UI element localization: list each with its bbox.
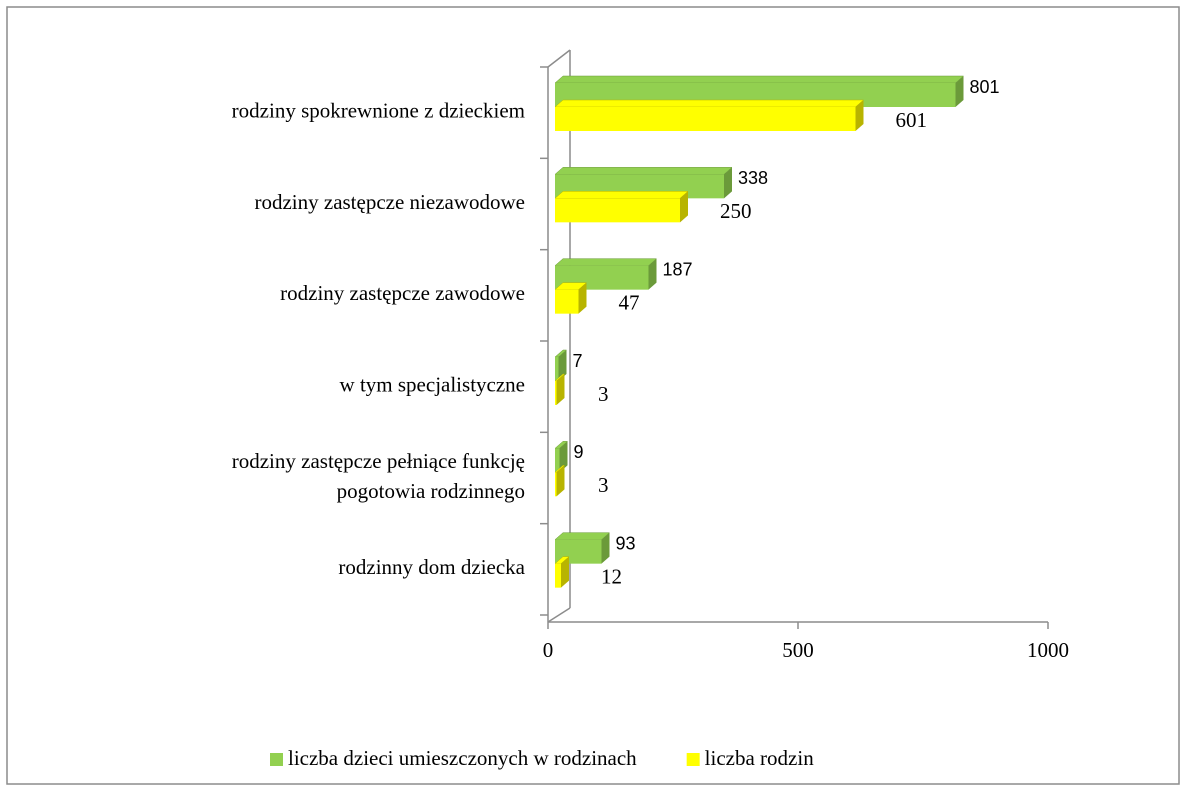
x-tick-label: 0	[543, 638, 554, 662]
bar-front	[555, 198, 680, 223]
bar	[554, 191, 689, 223]
value-label: 338	[738, 168, 768, 188]
y-tick-label: rodziny spokrewnione z dzieckiem	[232, 98, 525, 122]
value-label: 9	[574, 442, 584, 462]
bar-top	[554, 532, 611, 540]
value-label: 3	[598, 382, 609, 406]
bar-side	[724, 167, 732, 199]
wall-edge	[547, 607, 571, 623]
bar-side	[556, 465, 565, 497]
value-label: 187	[663, 259, 693, 279]
bar	[554, 532, 611, 564]
bar	[554, 465, 566, 497]
x-tick-label: 500	[782, 638, 814, 662]
y-tick-label: rodziny zastępcze niezawodowe	[254, 190, 525, 214]
bar-front	[555, 472, 557, 497]
bar-top	[554, 75, 965, 84]
bar	[554, 373, 566, 405]
x-tick-label: 1000	[1027, 638, 1069, 662]
y-tick-label: rodzinny dom dziecka	[338, 555, 525, 579]
bar-front	[555, 448, 560, 473]
value-label: 47	[619, 290, 640, 314]
bar-side	[556, 374, 565, 405]
chart-border	[6, 6, 1180, 785]
legend-label: liczba dzieci umieszczonych w rodzinach	[288, 746, 637, 770]
value-label: 12	[601, 564, 622, 588]
bar	[554, 99, 865, 131]
bar-top	[554, 191, 689, 199]
bar-front	[555, 289, 579, 314]
bar-side	[855, 100, 864, 131]
bar	[554, 258, 658, 290]
bar-front	[555, 107, 856, 131]
bar	[554, 441, 569, 473]
value-label: 7	[573, 351, 583, 371]
bar-top	[554, 258, 658, 266]
legend-label: liczba rodzin	[705, 746, 815, 770]
value-label: 250	[720, 199, 752, 223]
bar-front	[555, 563, 561, 588]
y-tick-label-line: rodziny zastępcze pełniące funkcję	[232, 449, 525, 473]
bar	[554, 349, 568, 381]
y-tick-label: rodziny zastępcze zawodowe	[280, 281, 525, 305]
bar-side	[680, 191, 688, 223]
y-tick-label: rodziny zastępcze pełniące funkcję pogoto…	[232, 449, 525, 503]
y-tick-label: w tym specjalistyczne	[340, 372, 525, 396]
value-label: 801	[970, 77, 1000, 97]
legend-swatch	[270, 753, 283, 766]
bar-side	[561, 556, 569, 588]
value-label: 601	[896, 108, 928, 132]
bar-top	[554, 99, 865, 108]
bar-top	[554, 167, 733, 175]
bar-side	[559, 441, 568, 473]
y-tick-label-line: pogotowia rodzinnego	[337, 479, 525, 503]
bar-side	[955, 76, 964, 107]
legend-swatch	[686, 753, 700, 766]
bar-side	[578, 282, 587, 314]
value-label: 3	[598, 473, 609, 497]
bar	[554, 282, 588, 314]
bar-front	[555, 381, 557, 405]
value-label: 93	[616, 533, 636, 553]
bar	[554, 556, 570, 588]
wall-edge	[547, 49, 571, 68]
bar-front	[555, 357, 559, 381]
bar-side	[558, 350, 567, 381]
bar-side	[601, 532, 610, 564]
bar-side	[648, 258, 657, 290]
